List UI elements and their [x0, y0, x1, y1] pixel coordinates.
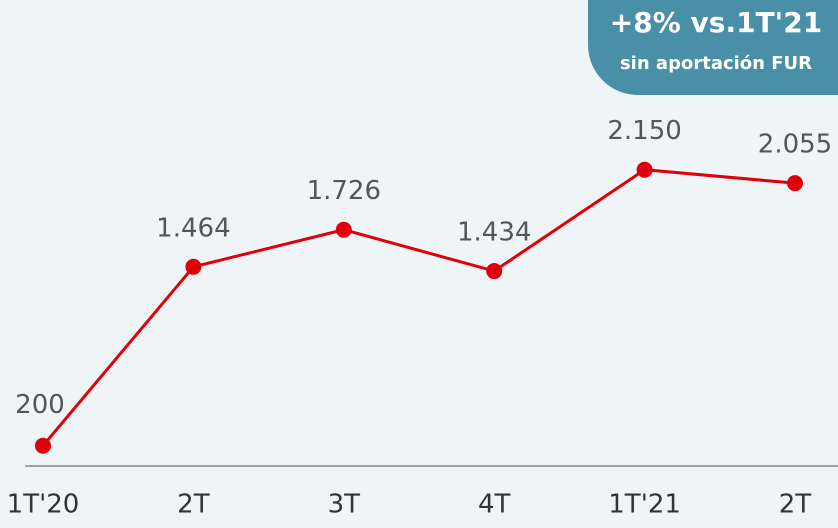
- x-tick-label: 1T'20: [7, 490, 80, 520]
- data-label: 1.726: [307, 176, 381, 206]
- data-label: 1.464: [156, 213, 230, 243]
- x-tick-label: 3T: [328, 490, 361, 520]
- x-tick-label: 4T: [478, 490, 511, 520]
- x-tick-label: 2T: [779, 490, 812, 520]
- point: [486, 263, 503, 280]
- badge-subtext: sin aportación FUR: [620, 53, 812, 74]
- data-label: 200: [15, 390, 65, 420]
- point: [335, 221, 352, 238]
- point: [185, 258, 202, 275]
- data-label: 2.055: [758, 130, 832, 160]
- point: [636, 161, 653, 178]
- x-tick-label: 1T'21: [608, 490, 681, 520]
- x-tick-label: 2T: [177, 490, 210, 520]
- badge: [588, 0, 838, 95]
- point: [787, 175, 803, 192]
- point: [35, 437, 51, 454]
- line: [41, 168, 796, 447]
- data-label: 1.434: [457, 218, 531, 248]
- badge-headline: +8% vs.1T'21: [610, 6, 822, 39]
- data-label: 2.150: [607, 116, 681, 146]
